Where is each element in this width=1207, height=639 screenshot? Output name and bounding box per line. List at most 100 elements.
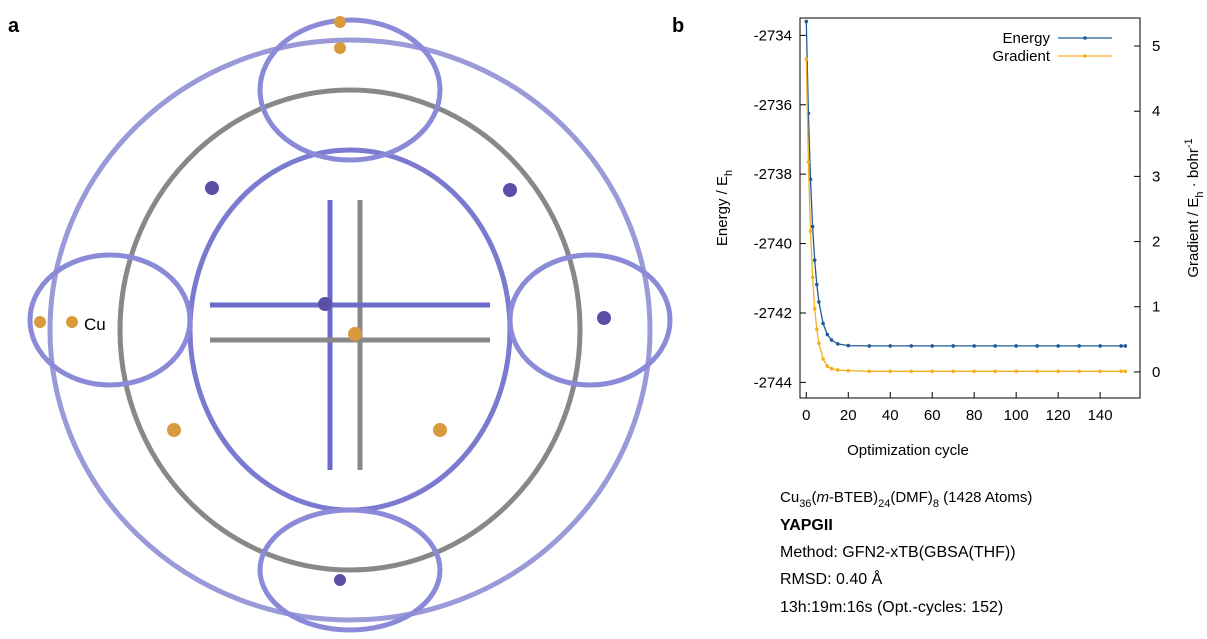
series-point [836,342,840,346]
x-tick-label: 20 [840,407,857,424]
atom [334,16,346,28]
x-tick-label: 80 [966,407,983,424]
y-axis-label: h [723,170,735,176]
x-tick-label: 100 [1004,407,1029,424]
y2-axis-label: -1 [1183,138,1195,148]
series-point [809,229,813,233]
y2-axis-label: Gradient / E [1185,198,1202,278]
series-point [846,369,850,373]
series-point [888,344,892,348]
series-line [806,22,1125,346]
series-point [972,369,976,373]
series-point [817,341,821,345]
y-tick-label: -2734 [754,27,792,44]
series-point [1077,369,1081,373]
legend-swatch [1083,36,1087,40]
series-point [825,364,829,368]
formula-part: (1428 Atoms) [939,489,1032,506]
series-point [811,276,815,280]
formula-part: (DMF) [890,489,932,506]
caption-time: 13h:19m:16s (Opt.-cycles: 152) [780,599,1003,616]
series-point [1119,369,1123,373]
series-point [821,357,825,361]
series-point [813,258,817,262]
series-point [888,369,892,373]
y-tick-label: -2736 [754,97,792,114]
series-point [1124,344,1128,348]
formula-part: 36 [799,498,811,510]
series-point [830,367,834,371]
series-point [821,322,825,326]
series-point [951,344,955,348]
caption-rmsd: RMSD: 0.40 Å [780,569,883,588]
series-point [815,328,819,332]
atom [318,297,332,311]
series-point [836,368,840,372]
y2-tick-label: 5 [1152,38,1160,55]
x-axis-label: Optimization cycle [847,442,969,459]
legend-swatch [1083,54,1087,58]
atom-label: Cu [84,315,106,334]
series-point [867,344,871,348]
cage [510,255,670,385]
series-point [804,20,808,24]
series-point [825,333,829,337]
x-tick-label: 40 [882,407,899,424]
series-point [1035,369,1039,373]
x-tick-label: 0 [802,407,810,424]
series-point [1119,344,1123,348]
caption: Cu36(m-BTEB)24(DMF)8 (1428 Atoms) YAPGII… [780,489,1032,616]
atom [167,423,181,437]
atom [334,574,346,586]
y2-tick-label: 1 [1152,299,1160,316]
legend-label: Energy [1002,30,1050,47]
y2-tick-label: 0 [1152,364,1160,381]
y-tick-label: -2740 [754,236,792,253]
atom [66,316,78,328]
series-point [830,338,834,342]
atom [597,311,611,325]
series-point [813,307,817,311]
atom [433,423,447,437]
series-point [930,369,934,373]
series-point [1014,344,1018,348]
panel-label: a [8,15,20,37]
series-point [815,283,819,287]
y-tick-label: -2742 [754,305,792,322]
plot-frame [800,18,1140,398]
caption-method: Method: GFN2-xTB(GBSA(THF)) [780,544,1016,561]
series-point [993,344,997,348]
series-point [811,225,815,229]
series-point [846,344,850,348]
series-point [1056,369,1060,373]
figure: a Cu b Optimization cycle Energy / Eh Gr… [0,0,1207,634]
y2-axis-label: Gradient / Eh · bohr-1 [1183,138,1206,277]
series-line [806,59,1125,371]
y2-tick-label: 3 [1152,168,1160,185]
series-point [1035,344,1039,348]
series-point [1077,344,1081,348]
series-point [993,369,997,373]
atom [503,183,517,197]
y-axis-label: Energy / Eh [714,170,735,246]
series-point [804,57,808,61]
series-point [1098,369,1102,373]
series-point [1098,344,1102,348]
atom [34,316,46,328]
x-tick-label: 140 [1088,407,1113,424]
formula-part: Cu [780,489,799,506]
series-point [909,369,913,373]
series-point [951,369,955,373]
atom [348,327,362,341]
y2-axis-label: · bohr [1185,148,1202,191]
series-point [930,344,934,348]
x-tick-label: 60 [924,407,941,424]
formula-part: m [816,489,829,506]
cage [30,255,190,385]
series-point [1014,369,1018,373]
y-tick-label: -2744 [754,374,792,391]
atom [334,42,346,54]
caption-formula: Cu36(m-BTEB)24(DMF)8 (1428 Atoms) [780,489,1032,510]
series-point [972,344,976,348]
series-point [909,344,913,348]
